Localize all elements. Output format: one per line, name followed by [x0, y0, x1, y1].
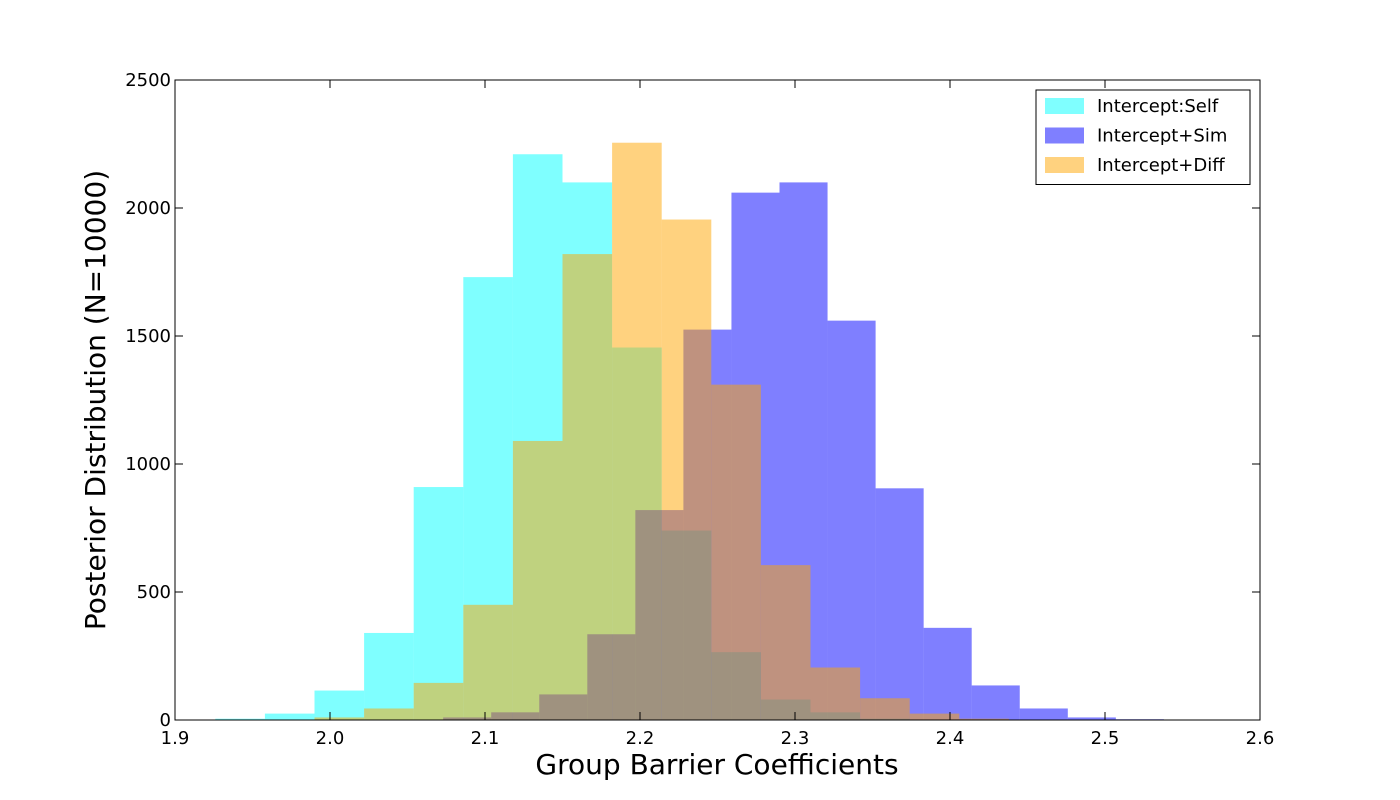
y-tick-label: 2000 — [125, 198, 171, 219]
histogram-bar — [810, 667, 861, 720]
histogram-bar — [463, 604, 513, 720]
histogram-bar — [860, 698, 910, 720]
histogram-bar — [971, 685, 1020, 720]
x-tick-label: 2.2 — [626, 728, 655, 749]
legend-swatch — [1045, 127, 1084, 144]
histogram-bar — [711, 384, 761, 720]
legend-label: Intercept+Diff — [1097, 155, 1225, 176]
x-axis-title: Group Barrier Coefficients — [535, 748, 898, 781]
histogram-bar — [562, 254, 613, 720]
histogram-bar — [364, 708, 414, 720]
series-3 — [314, 142, 1059, 721]
y-tick-label: 0 — [160, 710, 171, 731]
x-tick-label: 2.1 — [471, 728, 500, 749]
histogram-bar — [827, 320, 876, 720]
histogram-bar — [413, 682, 464, 720]
histogram-bar — [923, 627, 972, 720]
legend: Intercept:Self Intercept+Sim Intercept+Dif… — [1035, 89, 1251, 185]
legend-swatch — [1045, 98, 1084, 114]
histogram-bars — [215, 142, 1164, 721]
histogram-bar — [314, 717, 365, 720]
y-tick-label: 1000 — [125, 454, 171, 475]
histogram-bar — [612, 142, 662, 721]
legend-label: Intercept:Self — [1097, 96, 1219, 117]
legend-swatch — [1045, 157, 1084, 173]
legend-label: Intercept+Sim — [1097, 126, 1227, 147]
histogram-bar — [909, 713, 960, 720]
histogram-bar — [512, 440, 563, 720]
y-axis-title: Posterior Distribution (N=10000) — [79, 170, 112, 630]
histogram-bar — [413, 487, 464, 720]
histogram-bar — [264, 713, 315, 720]
y-tick-label: 500 — [137, 582, 171, 603]
histogram-bar — [215, 718, 265, 720]
histogram-bar — [364, 632, 414, 720]
plot-frame — [174, 79, 1261, 721]
histogram-bar — [959, 718, 1009, 720]
histogram-bar — [1067, 717, 1116, 720]
histogram-bar — [875, 488, 924, 720]
x-tick-label: 2.4 — [936, 728, 965, 749]
axis-ticks: 1.9 2.0 2.1 2.2 2.3 2.4 2.5 2.6 0 500 1000 1500 2000… — [125, 70, 1274, 749]
x-tick-label: 2.5 — [1091, 728, 1120, 749]
y-tick-label: 2500 — [125, 70, 171, 91]
histogram-bar — [760, 565, 811, 720]
x-tick-label: 1.9 — [161, 728, 190, 749]
x-tick-label: 2.3 — [781, 728, 810, 749]
y-tick-label: 1500 — [125, 326, 171, 347]
histogram-bar — [661, 219, 712, 720]
histogram-bar — [314, 690, 365, 720]
histogram-bar — [1019, 708, 1068, 720]
x-tick-label: 2.6 — [1246, 728, 1275, 749]
x-tick-label: 2.0 — [316, 728, 345, 749]
